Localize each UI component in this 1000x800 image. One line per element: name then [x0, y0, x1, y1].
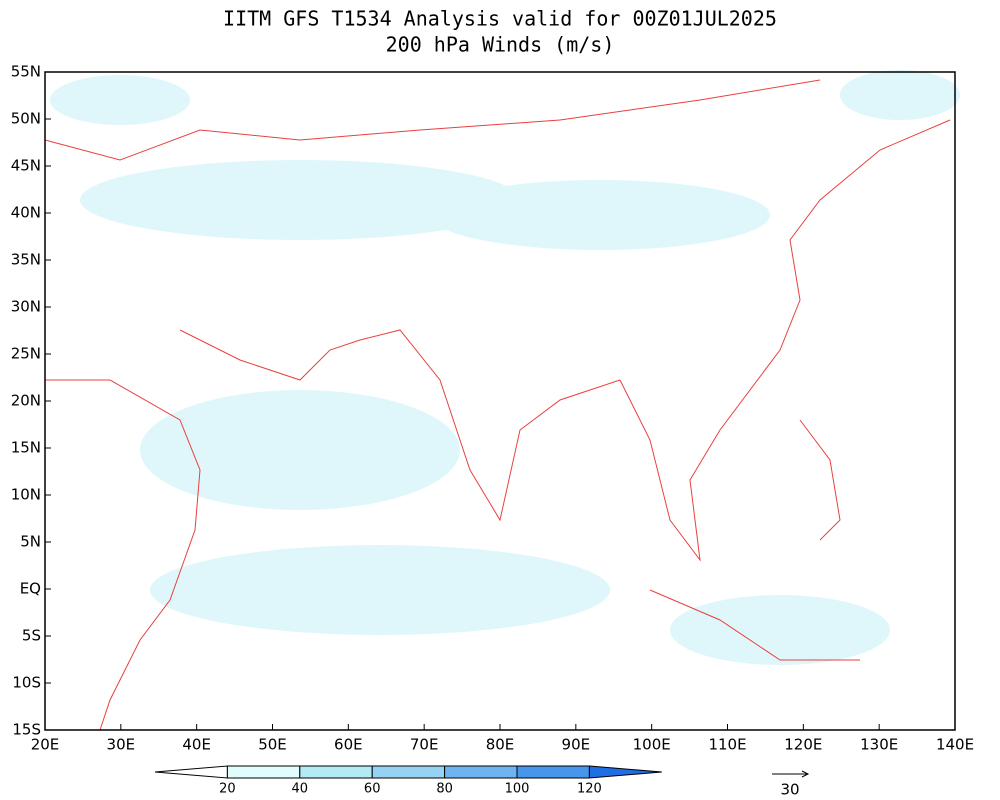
lat-label: 20N: [11, 392, 41, 410]
reference-vector-head: [801, 770, 810, 778]
lon-label: 50E: [258, 736, 287, 754]
colorbar-label: 100: [505, 782, 530, 797]
lon-label: 80E: [486, 736, 515, 754]
lat-label: 5N: [20, 533, 41, 551]
wind-shading: [50, 70, 960, 665]
lon-label: 100E: [633, 736, 671, 754]
colorbar-high: [588, 765, 662, 779]
lat-label: 50N: [11, 110, 41, 128]
lat-label: EQ: [20, 580, 41, 598]
title: IITM GFS T1534 Analysis valid for 00Z01J…: [223, 7, 777, 31]
lon-label: 140E: [936, 736, 974, 754]
colorbar-segment: [299, 765, 373, 779]
colorbar-segment: [444, 765, 518, 779]
lat-label: 15S: [12, 721, 41, 739]
colorbar-low: [154, 765, 228, 779]
lon-label: 30E: [107, 736, 136, 754]
lon-label: 20E: [31, 736, 60, 754]
colorbar-label: 40: [292, 782, 309, 797]
colorbar-label: 120: [577, 782, 602, 797]
reference-vector-label: 30: [780, 781, 799, 799]
lat-label: 25N: [11, 345, 41, 363]
lat-label: 45N: [11, 157, 41, 175]
coastlines: [44, 79, 951, 731]
colorbar-segment: [226, 765, 301, 779]
lat-label: 15N: [11, 439, 41, 457]
colorbar-label: 80: [436, 782, 453, 797]
colorbar-label: 60: [364, 782, 381, 797]
lat-label: 35N: [11, 251, 41, 269]
lon-label: 90E: [562, 736, 591, 754]
lat-label: 10S: [12, 674, 41, 692]
colorbar: 20 40 60 80 100 120: [154, 765, 662, 797]
colorbar-label: 20: [219, 782, 236, 797]
lon-label: 60E: [334, 736, 363, 754]
lat-label: 40N: [11, 204, 41, 222]
lon-label: 110E: [708, 736, 746, 754]
lon-label: 70E: [410, 736, 439, 754]
lon-label: 120E: [784, 736, 822, 754]
colorbar-segment: [516, 765, 590, 779]
lat-label: 5S: [22, 627, 41, 645]
lon-label: 40E: [182, 736, 211, 754]
lon-label: 130E: [860, 736, 898, 754]
lat-label: 55N: [11, 63, 41, 81]
colorbar-segment: [371, 765, 446, 779]
lat-label: 10N: [11, 486, 41, 504]
lat-label: 30N: [11, 298, 41, 316]
subtitle: 200 hPa Winds (m/s): [386, 33, 615, 57]
